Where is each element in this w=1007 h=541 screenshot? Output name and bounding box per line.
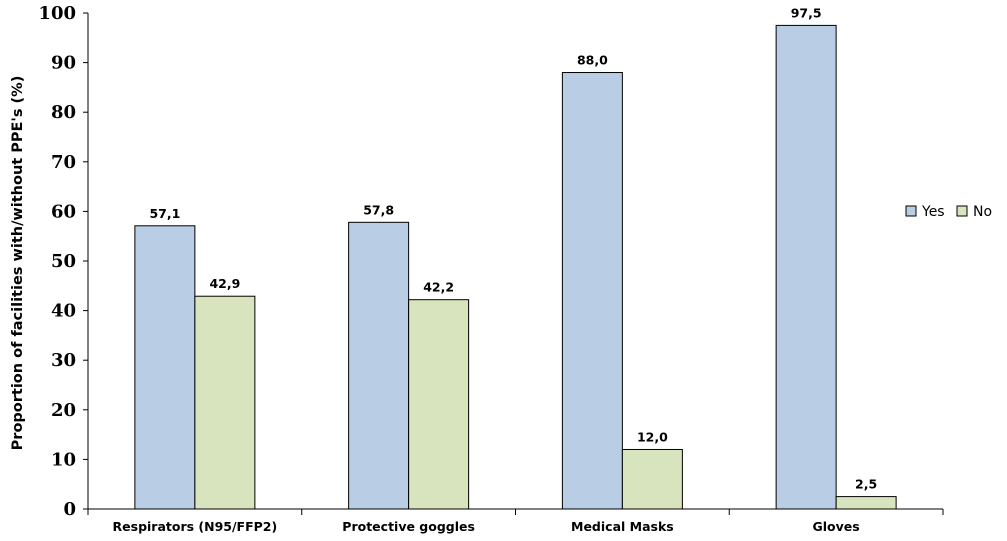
x-tick-label: Protective goggles xyxy=(342,519,475,534)
y-tick-label: 70 xyxy=(51,152,76,173)
y-tick-label: 40 xyxy=(51,301,76,322)
legend: Yes No xyxy=(905,204,992,220)
legend-swatch-no xyxy=(956,205,968,217)
x-tick-label: Medical Masks xyxy=(571,519,674,534)
data-label-yes-3: 88,0 xyxy=(577,53,608,68)
data-label-no-2: 42,2 xyxy=(423,280,454,295)
bar-no-2 xyxy=(408,299,470,510)
bar-yes-2 xyxy=(348,221,410,510)
y-tick-label: 50 xyxy=(51,251,76,272)
data-label-yes-1: 57,1 xyxy=(149,206,180,221)
data-label-yes-4: 97,5 xyxy=(791,5,822,20)
data-labels-layer: 57,1 42,9 57,8 42,2 88,0 12,0 97,5 2,5 xyxy=(149,5,877,491)
y-tick-label: 10 xyxy=(51,449,76,470)
data-label-no-3: 12,0 xyxy=(637,429,668,444)
y-tick-label: 20 xyxy=(51,400,76,421)
bar-yes-3 xyxy=(561,72,623,510)
y-tick-label: 60 xyxy=(51,201,76,222)
data-label-no-1: 42,9 xyxy=(209,276,240,291)
x-tick-label: Respirators (N95/FFP2) xyxy=(113,519,278,534)
y-tick-label: 80 xyxy=(51,102,76,123)
legend-label-no: No xyxy=(973,204,992,220)
y-tick-label: 100 xyxy=(38,3,76,24)
axes-layer: 0 10 20 30 40 50 60 70 80 90 100 Respirators (N95/F… xyxy=(38,3,944,534)
bar-yes-1 xyxy=(134,225,196,510)
data-label-no-4: 2,5 xyxy=(855,477,877,492)
bar-no-3 xyxy=(621,448,683,510)
bar-no-1 xyxy=(194,295,256,510)
y-tick-label: 90 xyxy=(51,53,76,74)
bar-yes-4 xyxy=(775,24,837,510)
bars-layer xyxy=(134,24,897,510)
legend-label-yes: Yes xyxy=(921,204,945,220)
data-label-yes-2: 57,8 xyxy=(363,202,394,217)
y-tick-label: 0 xyxy=(63,499,76,520)
y-axis-label: Proportion of facilities with/without PP… xyxy=(10,76,26,451)
y-tick-label: 30 xyxy=(51,350,76,371)
bar-no-4 xyxy=(835,496,897,510)
legend-swatch-yes xyxy=(905,205,917,217)
x-tick-label: Gloves xyxy=(813,519,860,534)
